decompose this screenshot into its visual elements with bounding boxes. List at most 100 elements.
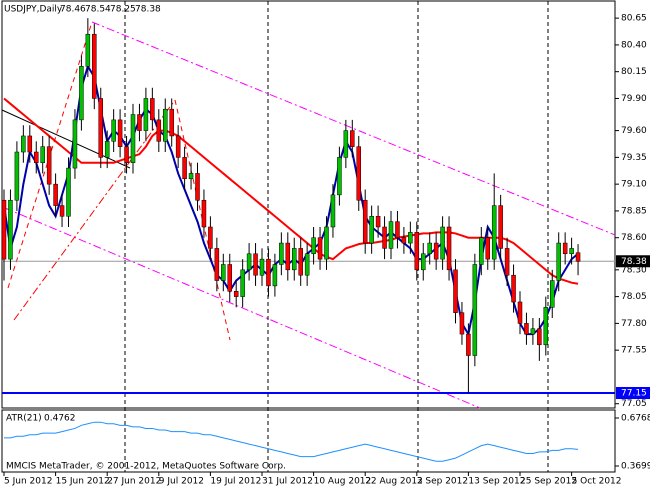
candle-body — [324, 226, 329, 260]
y-tick-label: 78.30 — [621, 265, 647, 275]
candle-body — [472, 264, 478, 356]
candle-body — [414, 232, 420, 271]
atr-last: 0.4762 — [44, 414, 76, 424]
candle-body — [446, 226, 452, 271]
candle-body — [253, 253, 258, 276]
atr-title: ATR(21) — [6, 414, 42, 424]
candle-body — [511, 274, 516, 303]
candle-body — [362, 199, 368, 244]
candle-body — [188, 173, 194, 180]
candle-body — [182, 157, 187, 180]
candle-body — [466, 333, 471, 356]
candle-body — [524, 323, 529, 335]
candle-body — [34, 151, 39, 163]
candle-body — [124, 146, 129, 163]
y-tick-label: 79.35 — [621, 153, 647, 163]
candle-body — [143, 98, 149, 131]
candle-body — [369, 216, 374, 244]
x-tick-label: 27 Jun 2012 — [107, 477, 161, 487]
x-tick-label: 19 Jul 2012 — [210, 477, 261, 487]
y-tick-label: 80.15 — [621, 67, 647, 77]
candle-body — [285, 242, 291, 271]
x-tick-label: 9 Jul 2012 — [159, 477, 204, 487]
fan-line — [13, 99, 176, 321]
candle-body — [221, 264, 226, 281]
candle-body — [137, 114, 142, 131]
candle-body — [8, 199, 13, 260]
credit: MMCIS MetaTrader, © 2001-2012, MetaQuote… — [6, 462, 286, 472]
candle-body — [421, 253, 426, 271]
candle-body — [343, 130, 349, 158]
candle-body — [491, 205, 497, 260]
candle-body — [311, 237, 316, 255]
candle-body — [208, 226, 213, 249]
candle-body — [395, 221, 400, 238]
candle-body — [479, 237, 484, 265]
x-tick-label: 31 Jul 2012 — [262, 477, 313, 487]
support-label-box — [616, 387, 650, 400]
candle-body — [427, 242, 432, 255]
candle-body — [27, 135, 33, 153]
y-tick-label: 0.3699 — [621, 461, 650, 471]
candle-body — [517, 301, 523, 324]
candle-body — [375, 216, 381, 228]
candle-body — [92, 33, 97, 99]
candle-body — [543, 307, 549, 346]
candle-body — [259, 258, 265, 276]
ohlc-low: 78.25 — [110, 5, 136, 15]
y-tick-label: 78.60 — [621, 233, 647, 243]
candle-body — [98, 98, 103, 158]
candle-body — [388, 221, 394, 249]
price-label: 78.38 — [621, 257, 647, 267]
candle-body — [266, 258, 271, 287]
candle-body — [14, 151, 20, 201]
candle-body — [214, 248, 220, 281]
atr-line — [4, 421, 579, 462]
candle-body — [53, 183, 58, 206]
candle-body — [408, 232, 413, 244]
candle-body — [569, 248, 574, 255]
candle-body — [401, 237, 407, 244]
y-tick-label: 77.80 — [621, 319, 647, 329]
candle-body — [21, 135, 26, 153]
ohlc-close: 78.38 — [135, 5, 161, 15]
x-tick-label: 10 Aug 2012 — [314, 477, 372, 487]
y-tick-label: 79.10 — [621, 180, 647, 190]
x-tick-label: 13 Sep 2012 — [468, 477, 525, 487]
candle-body — [240, 269, 245, 297]
candle-body — [46, 146, 52, 185]
y-tick-label: 80.40 — [621, 40, 647, 50]
candle-body — [298, 248, 303, 276]
x-tick-label: 25 Sep 2012 — [520, 477, 577, 487]
candle-body — [246, 253, 252, 271]
candle-body — [279, 242, 284, 265]
candle-body — [440, 226, 445, 260]
candle-body — [575, 252, 581, 262]
candle-body — [169, 108, 174, 137]
x-tick-label: 15 Jun 2012 — [56, 477, 110, 487]
main-pane — [1, 0, 616, 409]
channel-line — [91, 21, 616, 236]
candle-body — [562, 242, 568, 255]
candle-body — [195, 173, 200, 201]
candle-body — [233, 291, 239, 297]
trend-line — [1, 109, 131, 169]
y-tick-label: 79.60 — [621, 126, 647, 136]
candle-body — [72, 119, 78, 169]
y-tick-label: 77.55 — [621, 346, 647, 356]
atr-pane — [1, 409, 616, 473]
candle-body — [330, 194, 336, 228]
candle-body — [227, 264, 232, 292]
support-label: 77.15 — [621, 389, 647, 399]
y-tick-label: 77.05 — [621, 399, 647, 409]
candle-body — [453, 269, 458, 313]
x-tick-label: 5 Jun 2012 — [4, 477, 52, 487]
candle-body — [433, 242, 439, 260]
candle-body — [504, 248, 510, 276]
chart-title: USDJPY,Daily — [4, 5, 63, 15]
candle-body — [66, 167, 71, 217]
plot: 80.65 80.40 80.15 79.90 79.60 79.35 79.10 78.85… — [1, 14, 650, 487]
candle-body — [201, 199, 207, 228]
